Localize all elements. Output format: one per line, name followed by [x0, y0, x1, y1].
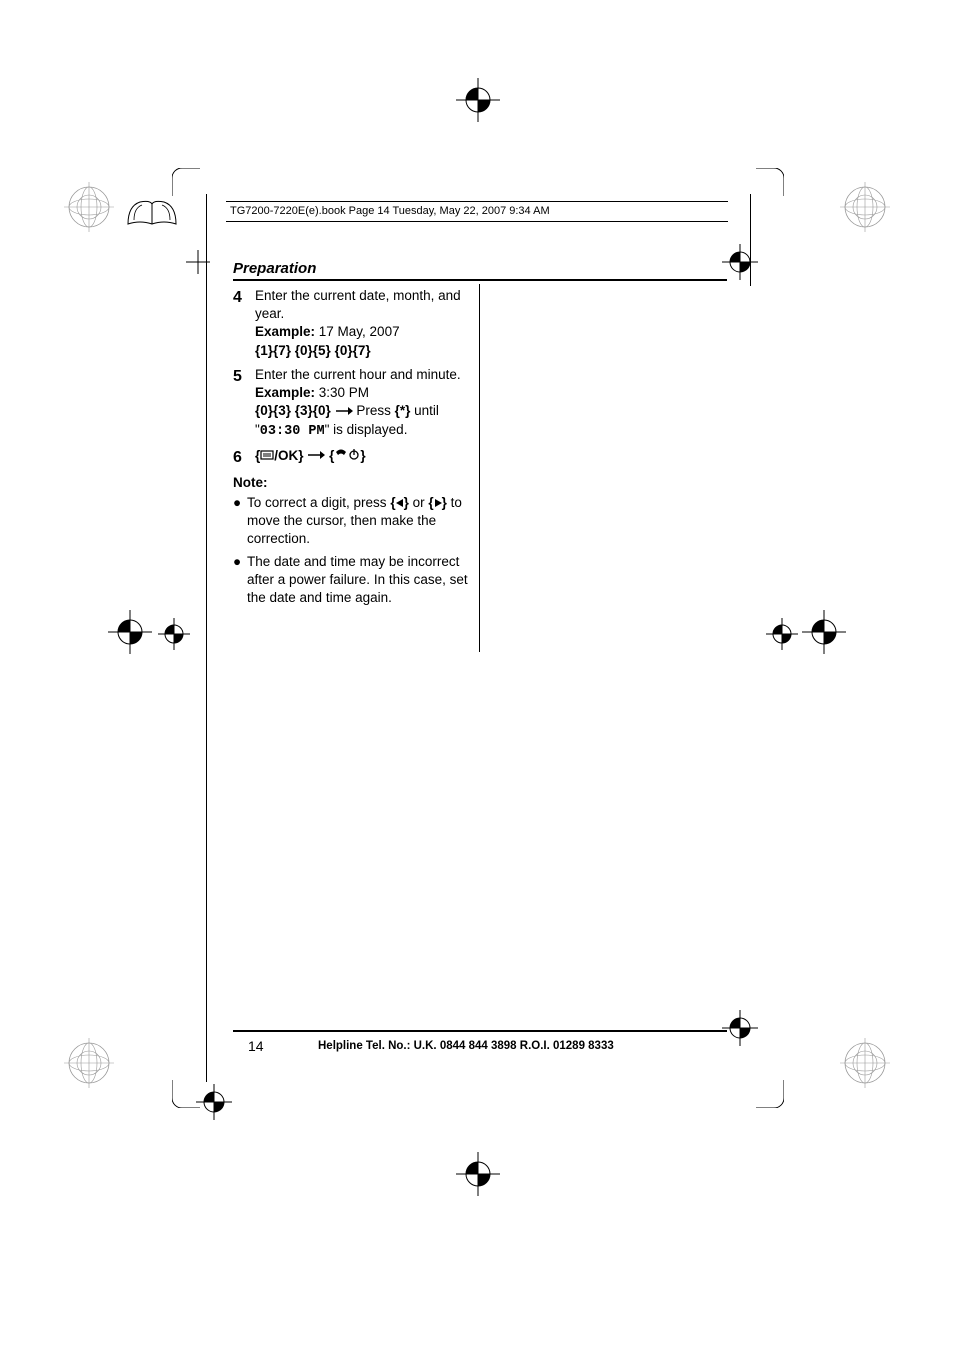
step-5-example-label: Example:: [255, 385, 315, 400]
reg-mark-right-mid: [802, 610, 846, 654]
arrow-right-icon-2: [307, 447, 325, 465]
step-6-ok: /OK}: [274, 448, 303, 463]
step-6-number: 6: [233, 447, 255, 469]
trim-line-left: [206, 194, 207, 1082]
reg-mark-bottom-center: [456, 1152, 500, 1196]
footer-helpline: Helpline Tel. No.: U.K. 0844 844 3898 R.…: [318, 1040, 614, 1052]
step-4-example-value: 17 May, 2007: [315, 324, 400, 339]
header-rule-bottom: [226, 221, 728, 222]
footer-rule: [233, 1030, 727, 1032]
step-5-text: Enter the current hour and minute.: [255, 367, 461, 382]
reg-mark-left-mid: [108, 610, 152, 654]
reg-mark-inner-right-mid: [764, 616, 804, 656]
reg-mark-top-center: [456, 78, 500, 122]
note-bullet-1-body: To correct a digit, press {} or {} to mo…: [247, 494, 473, 549]
reg-mark-inner-tl: [186, 250, 210, 279]
step-4-keys: {1}{7} {0}{5} {0}{7}: [255, 343, 371, 358]
reg-mark-bl: [62, 1036, 116, 1090]
page-number: 14: [248, 1038, 264, 1054]
note-bullet-1: ● To correct a digit, press {} or {} to …: [233, 494, 473, 549]
book-icon: [122, 190, 182, 239]
note-bullet-2-body: The date and time may be incorrect after…: [247, 553, 473, 608]
bullet-dot-icon-2: ●: [233, 553, 247, 608]
step-6-body: {/OK} {}: [255, 447, 473, 469]
step-6-off-close: }: [360, 448, 365, 463]
crop-corner-tr: [756, 168, 778, 190]
note-bullet-2: ● The date and time may be incorrect aft…: [233, 553, 473, 608]
step-5-until2: " is displayed.: [325, 422, 408, 437]
triangle-right-icon: [434, 494, 442, 512]
crop-corner-tl: [172, 168, 194, 190]
bullet-dot-icon: ●: [233, 494, 247, 549]
step-5-body: Enter the current hour and minute. Examp…: [255, 366, 473, 441]
power-icon: [348, 447, 360, 465]
triangle-left-icon: [396, 494, 404, 512]
step-5-number: 5: [233, 366, 255, 441]
trim-line-tr-v: [750, 194, 751, 286]
reg-mark-br: [838, 1036, 892, 1090]
step-5-display: 03:30 PM: [260, 424, 325, 439]
reg-mark-inner-bl: [194, 1082, 234, 1122]
step-4-text: Enter the current date, month, and year.: [255, 288, 461, 321]
menu-icon: [260, 447, 274, 465]
reg-mark-tr: [838, 180, 892, 234]
step-4-number: 4: [233, 287, 255, 360]
note-b1a: To correct a digit, press: [247, 495, 390, 510]
header-rule-top: [226, 201, 728, 202]
step-5-example-value: 3:30 PM: [315, 385, 369, 400]
reg-mark-tl: [62, 180, 116, 234]
hangup-icon: [334, 447, 348, 465]
reg-mark-inner-left-mid: [156, 616, 196, 656]
arrow-right-icon: [335, 403, 353, 421]
section-title: Preparation: [233, 260, 727, 281]
header-running-text: TG7200-7220E(e).book Page 14 Tuesday, Ma…: [230, 205, 550, 217]
step-5-press: Press: [353, 403, 395, 418]
note-heading: Note:: [233, 475, 727, 490]
reg-mark-inner-br: [720, 1008, 760, 1048]
step-5: 5 Enter the current hour and minute. Exa…: [233, 366, 473, 441]
step-4-body: Enter the current date, month, and year.…: [255, 287, 473, 360]
step-4-example-label: Example:: [255, 324, 315, 339]
step-5-star-key: {*}: [395, 403, 411, 418]
crop-corner-bl: [172, 1080, 194, 1102]
content-area: Preparation 4 Enter the current date, mo…: [233, 260, 727, 611]
crop-corner-br: [756, 1080, 778, 1102]
step-6: 6 {/OK} {}: [233, 447, 473, 469]
note-b1b: or: [409, 495, 429, 510]
step-4: 4 Enter the current date, month, and yea…: [233, 287, 473, 360]
step-5-keys-pre: {0}{3} {3}{0}: [255, 403, 331, 418]
